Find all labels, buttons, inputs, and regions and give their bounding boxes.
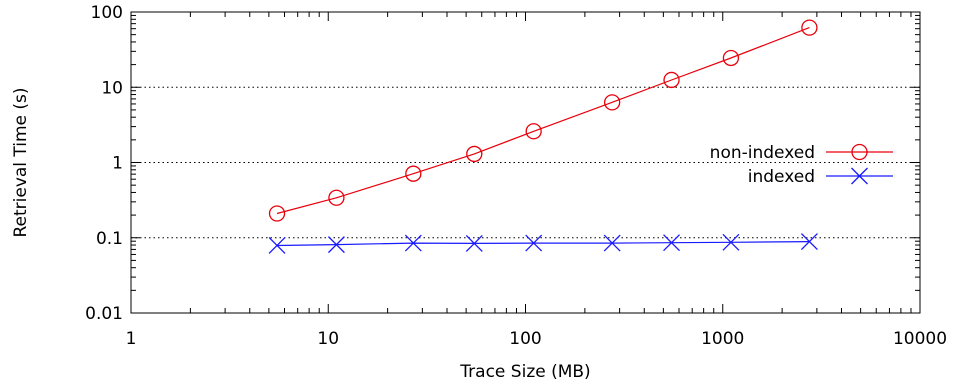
x-tick-label: 1 (126, 329, 137, 349)
x-marker-stroke (603, 234, 621, 252)
legend-marker (851, 143, 868, 161)
x-marker-stroke (465, 234, 483, 252)
x-marker-stroke (268, 236, 286, 254)
data-point-indexed (722, 233, 740, 251)
data-point-indexed (465, 234, 483, 252)
data-point-non-indexed (405, 165, 422, 182)
data-point-non-indexed (525, 123, 542, 140)
legend-label: indexed (748, 167, 815, 187)
x-axis-label: Trace Size (MB) (459, 362, 590, 382)
x-tick-label: 1000 (701, 329, 744, 349)
data-point-non-indexed (328, 189, 345, 206)
x-marker-stroke (327, 236, 345, 254)
data-point-indexed (525, 234, 543, 252)
y-tick-label: 100 (91, 3, 123, 23)
data-point-indexed (404, 234, 422, 252)
series-line-non-indexed (276, 27, 810, 215)
x-marker-stroke (525, 234, 543, 252)
data-point-indexed (603, 234, 621, 252)
data-point-non-indexed (268, 205, 286, 222)
x-marker-stroke (663, 234, 680, 252)
y-axis-label: Retrieval Time (s) (11, 87, 31, 237)
axis-ticks (130, 11, 921, 314)
data-point-indexed (327, 236, 345, 254)
y-tick-label: 0.01 (85, 304, 123, 324)
y-tick-label: 1 (112, 154, 123, 174)
grid-lines (131, 86, 920, 239)
data-point-non-indexed (604, 94, 621, 111)
series-layer (268, 19, 818, 254)
data-point-non-indexed (466, 145, 483, 163)
data-point-non-indexed (663, 71, 680, 89)
x-tick-label: 100 (509, 329, 541, 349)
data-point-non-indexed (801, 19, 818, 36)
x-tick-label: 10000 (893, 329, 947, 349)
data-point-non-indexed (722, 49, 740, 67)
data-point-indexed (663, 234, 680, 252)
y-tick-label: 0.1 (96, 229, 123, 249)
x-marker-stroke (851, 167, 868, 185)
data-point-indexed (800, 233, 818, 251)
tick-labels: 0.01 0.1 1 10 100 1 10 100 1000 10000 (85, 3, 947, 349)
x-marker-stroke (722, 233, 740, 251)
x-tick-label: 10 (317, 329, 339, 349)
x-marker-stroke (800, 233, 818, 251)
y-tick-label: 10 (101, 78, 123, 98)
x-marker-stroke (404, 234, 422, 252)
legend-marker (851, 167, 868, 185)
legend: non-indexed indexed (710, 143, 893, 187)
legend-label: non-indexed (710, 143, 815, 163)
data-point-indexed (268, 236, 286, 254)
